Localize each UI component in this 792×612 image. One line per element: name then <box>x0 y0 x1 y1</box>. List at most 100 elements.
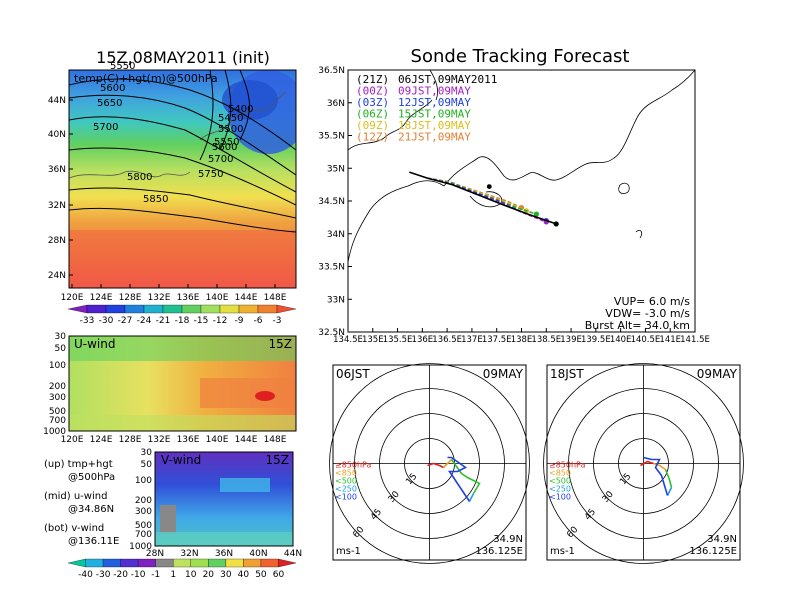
hodo-trace <box>427 462 444 469</box>
lat-tick-label: 36N <box>327 99 345 109</box>
hodo-trace <box>447 456 471 502</box>
lon-tick-label: 140E <box>206 293 229 303</box>
contour-label: 5600 <box>100 83 125 94</box>
lon-tick-label: 140E <box>610 335 632 345</box>
colorbar-label: -10 <box>131 570 146 580</box>
lat-tick-label: 36.5N <box>318 66 345 76</box>
legend-line: @34.86N <box>68 504 114 515</box>
lon-tick-label: 144E <box>235 293 258 303</box>
legend-line: (mid) u-wind <box>44 491 107 502</box>
colorbar-label: 1 <box>170 570 176 580</box>
colorbar-label: -1 <box>151 570 160 580</box>
p-tick-label: 700 <box>49 416 66 426</box>
colorbar-label: -12 <box>213 316 228 326</box>
hodo-lat: 34.9N <box>493 534 523 545</box>
vwind-label: V-wind <box>161 453 201 467</box>
hodo-trace <box>664 469 673 488</box>
hodo-unit: ms-1 <box>550 546 575 557</box>
colorbar-label: 60 <box>273 570 285 580</box>
hodo-level-label: ≥850hPa <box>335 461 372 470</box>
legend-line: (up) tmp+hgt <box>44 459 113 470</box>
colorbar-segment <box>276 304 297 314</box>
launch-params: VUP= 6.0 m/s VDW= -3.0 m/s Burst Alt= 34… <box>585 295 691 332</box>
hodo-lon: 136.125E <box>475 546 523 557</box>
lon-tick-label: 124E <box>90 293 113 303</box>
lon-tick-label: 132E <box>148 293 171 303</box>
colorbar-label: -40 <box>78 570 93 580</box>
lon-tick-label: 138E <box>511 335 533 345</box>
track-end-point <box>553 221 559 227</box>
colorbar-label: -3 <box>273 316 282 326</box>
lon-tick-label: 136E <box>412 335 434 345</box>
colorbar-segment <box>86 304 107 314</box>
contour-label: 5600 <box>212 142 237 153</box>
colorbar-segment <box>278 558 297 568</box>
lat-tick-label: 44N <box>48 96 66 106</box>
lon-tick-label: 137.5E <box>482 335 512 345</box>
contour-label: 5800 <box>127 172 152 183</box>
hodo-trace <box>442 458 453 469</box>
colorbar-label: -33 <box>80 316 95 326</box>
temp-colorbar: -33 -30 -27 -24 -21 -18 -15 -12 -9 -6 -3 <box>67 304 297 326</box>
vwind-fill <box>155 452 293 546</box>
lat-tick-label: 40N <box>249 549 267 559</box>
lat-tick-label: 28N <box>146 549 164 559</box>
contour-label: 5750 <box>198 169 223 180</box>
colorbar-segment <box>67 558 86 568</box>
colorbar-label: 50 <box>255 570 267 580</box>
hodo-trace <box>450 459 481 494</box>
temp-map: temp(C)+hgt(m)@500hPa 5550 5600 5650 570… <box>48 61 297 303</box>
launch-legend: (21Z) 06JST,09MAY2011 (00Z) 09JST,09MAY (03Z… <box>356 73 497 144</box>
hodo-time-label: 06JST <box>336 367 370 381</box>
colorbar-segment <box>102 558 121 568</box>
contour-label: 5550 <box>110 61 135 72</box>
hodo-level-label: <850 <box>549 469 571 478</box>
lon-tick-label: 135.5E <box>383 335 413 345</box>
colorbar-label: -6 <box>254 316 263 326</box>
hodo-lat: 34.9N <box>707 534 737 545</box>
vwind-time: 15Z <box>266 453 290 467</box>
contour-labels: 5550 5600 5650 5700 5800 5850 5400 5450 … <box>93 61 253 205</box>
lat-tick-label: 40N <box>48 130 66 140</box>
left-legend: (up) tmp+hgt @500hPa (mid) u-wind @34.86… <box>44 459 119 547</box>
p-tick-label: 1000 <box>129 542 152 552</box>
lat-tick-label: 32N <box>48 201 66 211</box>
map-lon-ticks: 134.5E 135E 135.5E 136E 136.5E 137E 137.5E 138E… <box>333 328 710 345</box>
colorbar-label: 30 <box>220 570 232 580</box>
lon-tick-label: 132E <box>148 435 171 445</box>
lat-tick-label: 32N <box>180 549 198 559</box>
p-tick-label: 300 <box>49 393 66 403</box>
track-end-point <box>533 211 539 217</box>
lon-tick-label: 141.5E <box>680 335 710 345</box>
hodo-level-label: <100 <box>549 493 571 502</box>
lon-tick-label: 120E <box>61 293 84 303</box>
colorbar-segment <box>162 304 183 314</box>
contour-label: 5500 <box>218 124 243 135</box>
p-tick-label: 200 <box>49 382 66 392</box>
launch-legend-label: 06JST,09MAY2011 <box>398 73 497 86</box>
track-map-frame <box>347 69 696 333</box>
hodo-trace <box>666 487 673 496</box>
colorbar-segment <box>138 558 156 568</box>
p-tick-label: 200 <box>135 496 152 506</box>
launch-legend-code: (09Z) <box>356 119 389 132</box>
hodo-level-label: <500 <box>335 477 357 486</box>
lon-tick-label: 141E <box>659 335 681 345</box>
colorbar-label: -20 <box>113 570 128 580</box>
lon-tick-label: 134.5E <box>333 335 363 345</box>
hodo-date-label: 09MAY <box>697 367 738 381</box>
p-tick-label: 30 <box>141 448 153 458</box>
coastline <box>348 70 695 263</box>
hodo-level-label: <100 <box>335 493 357 502</box>
launch-legend-code: (00Z) <box>356 85 389 98</box>
colorbar-segment <box>238 304 259 314</box>
colorbar-label: -24 <box>137 316 152 326</box>
hodo-level-label: <500 <box>549 477 571 486</box>
launch-legend-code: (12Z) <box>356 131 389 144</box>
p-tick-label: 50 <box>55 344 67 354</box>
hodo-level-label: <850 <box>335 469 357 478</box>
p-tick-label: 100 <box>135 476 152 486</box>
colorbar-segment <box>67 304 88 314</box>
